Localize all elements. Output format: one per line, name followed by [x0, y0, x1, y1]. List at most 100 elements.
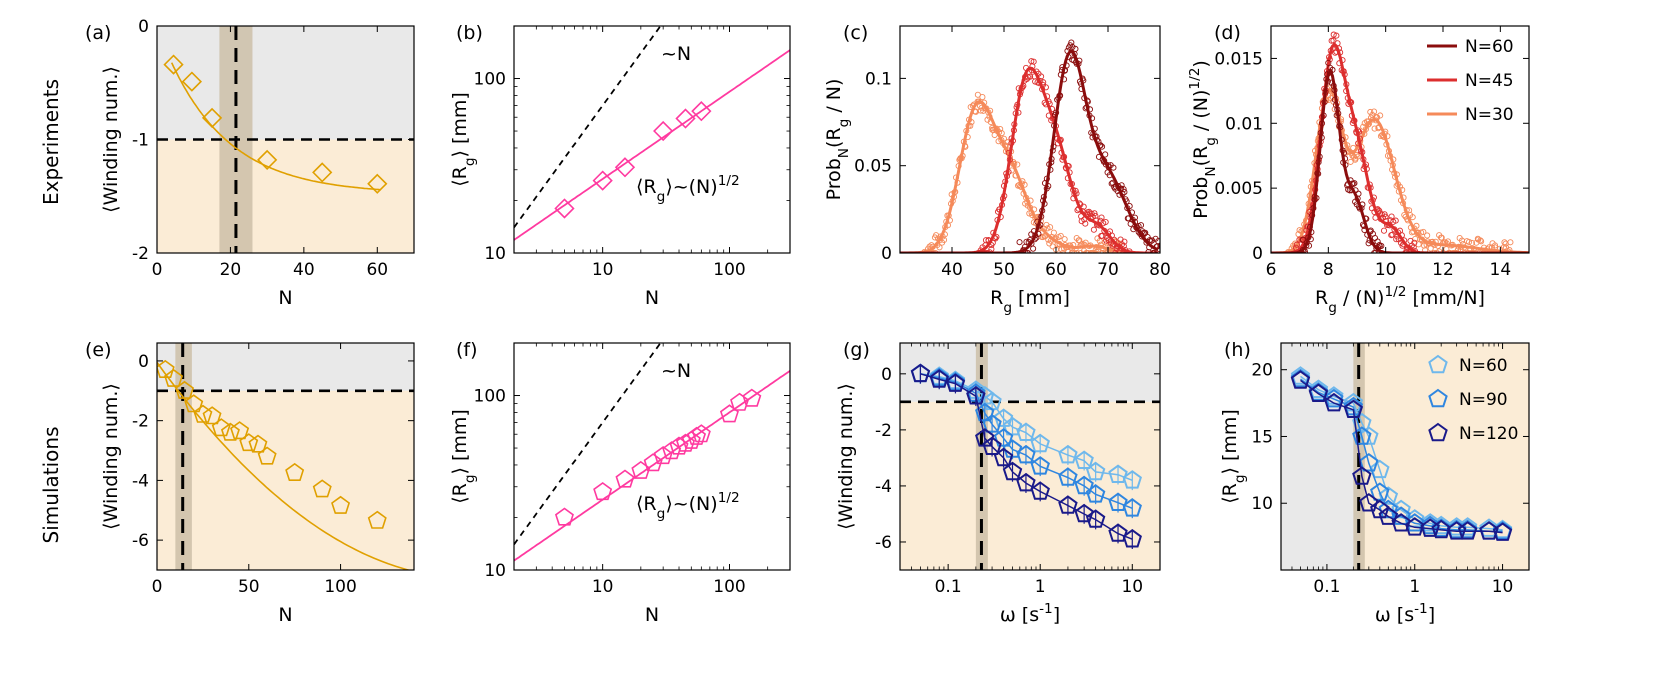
panel-label: (a): [85, 22, 111, 44]
sample-point: [1116, 248, 1123, 253]
sample-point: [1338, 136, 1345, 143]
sample-point: [1012, 172, 1019, 179]
sample-point: [1412, 248, 1419, 253]
sample-point: [1352, 187, 1359, 194]
sample-point: [1095, 153, 1103, 160]
sample-point: [1058, 67, 1065, 74]
sample-point: [1367, 184, 1374, 191]
sample-point: [1086, 106, 1094, 113]
sample-point: [1091, 125, 1098, 132]
x-tick-label: 0: [152, 260, 163, 280]
sample-point: [1123, 198, 1130, 205]
sample-point: [1101, 227, 1108, 234]
legend-label: N=30: [1465, 105, 1514, 125]
sample-point: [1488, 244, 1495, 251]
data-point: [993, 428, 1014, 447]
sample-point: [1466, 238, 1473, 246]
x-tick-label: 100: [713, 260, 745, 280]
data-point: [675, 108, 696, 129]
sample-point: [1354, 153, 1361, 160]
sample-point: [1424, 232, 1431, 239]
sample-point: [1307, 236, 1314, 243]
sample-point: [1144, 233, 1151, 241]
sample-point: [1020, 190, 1027, 197]
sample-point: [965, 122, 972, 129]
sample-point: [1315, 159, 1322, 166]
data-point: [1378, 486, 1399, 505]
sample-point: [1293, 241, 1301, 248]
sample-point: [1391, 226, 1398, 233]
plot-area-g: [900, 343, 1160, 570]
data-point: [653, 446, 673, 465]
sample-point: [1061, 153, 1068, 160]
sample-point: [1000, 182, 1008, 189]
sample-point: [1478, 238, 1485, 245]
x-tick-label: 80: [1149, 260, 1171, 280]
y-tick-label: 0: [881, 365, 892, 385]
sample-point: [1126, 203, 1133, 210]
sample-point: [1064, 175, 1071, 182]
x-tick-label: 40: [941, 260, 963, 280]
y-axis-label: ⟨Rg⟩ [mm]: [1219, 409, 1248, 504]
y-tick-label: -4: [132, 471, 149, 491]
data-point: [742, 388, 762, 407]
panel-c: 40 50 60 70 80 0 0.05 0.1 Rg [mm] ProbN(Rg / N) (c…: [823, 22, 1171, 316]
sample-point: [1364, 121, 1372, 128]
data-point: [239, 433, 259, 452]
sample-point: [946, 217, 953, 224]
sample-point: [968, 119, 975, 126]
x-axis-label: N: [645, 604, 659, 626]
data-point: [1030, 481, 1050, 500]
x-tick-label: 60: [1045, 260, 1067, 280]
sample-point: [1090, 130, 1097, 137]
axes-frame: [513, 25, 791, 254]
sample-point: [1014, 101, 1021, 108]
panel-label: (f): [456, 339, 478, 361]
sample-point: [1348, 187, 1355, 194]
region-below-threshold: [157, 139, 414, 253]
data-point: [1378, 506, 1399, 525]
sample-point: [1061, 236, 1068, 243]
sample-point: [1335, 45, 1343, 52]
sample-point: [1308, 229, 1315, 236]
sample-point: [1359, 201, 1366, 208]
sample-point: [1380, 227, 1388, 234]
sample-point: [1403, 206, 1410, 214]
y-tick-label: -2: [875, 421, 892, 441]
data-point: [1030, 433, 1050, 453]
sample-point: [1340, 68, 1347, 75]
data-point: [1085, 509, 1106, 528]
data-point: [1122, 528, 1142, 548]
data-point: [1324, 388, 1344, 408]
y-axis-label: ProbN(Rg / (N)1/2): [1187, 60, 1219, 219]
legend-label: N=120: [1459, 424, 1518, 444]
sample-point: [996, 206, 1003, 213]
sample-point: [1410, 244, 1417, 251]
sample-point: [1006, 156, 1013, 163]
sample-point: [1147, 238, 1154, 245]
sample-point: [1023, 194, 1030, 201]
axes-frame: [513, 342, 791, 571]
sample-point: [1008, 167, 1015, 174]
sample-point: [1411, 239, 1418, 246]
data-point: [1030, 456, 1050, 475]
sample-point: [1400, 241, 1407, 248]
sample-point: [996, 129, 1003, 136]
x-tick-label: 60: [366, 260, 388, 280]
sample-point: [1318, 120, 1326, 127]
sample-point: [1436, 248, 1443, 253]
sample-point: [1131, 218, 1139, 225]
sample-point: [1507, 239, 1514, 246]
sample-point: [1393, 236, 1400, 243]
annotation-reference: ~N: [661, 43, 691, 65]
sample-point: [978, 104, 985, 111]
sample-point: [1374, 238, 1381, 245]
sample-point: [1030, 58, 1037, 65]
sample-point: [985, 109, 992, 116]
sample-point: [1076, 57, 1083, 64]
data-point: [1308, 379, 1329, 398]
y-tick-label: 0.1: [865, 69, 892, 89]
sample-point: [1384, 133, 1391, 140]
data-point: [687, 426, 707, 445]
sample-point: [1365, 240, 1372, 247]
